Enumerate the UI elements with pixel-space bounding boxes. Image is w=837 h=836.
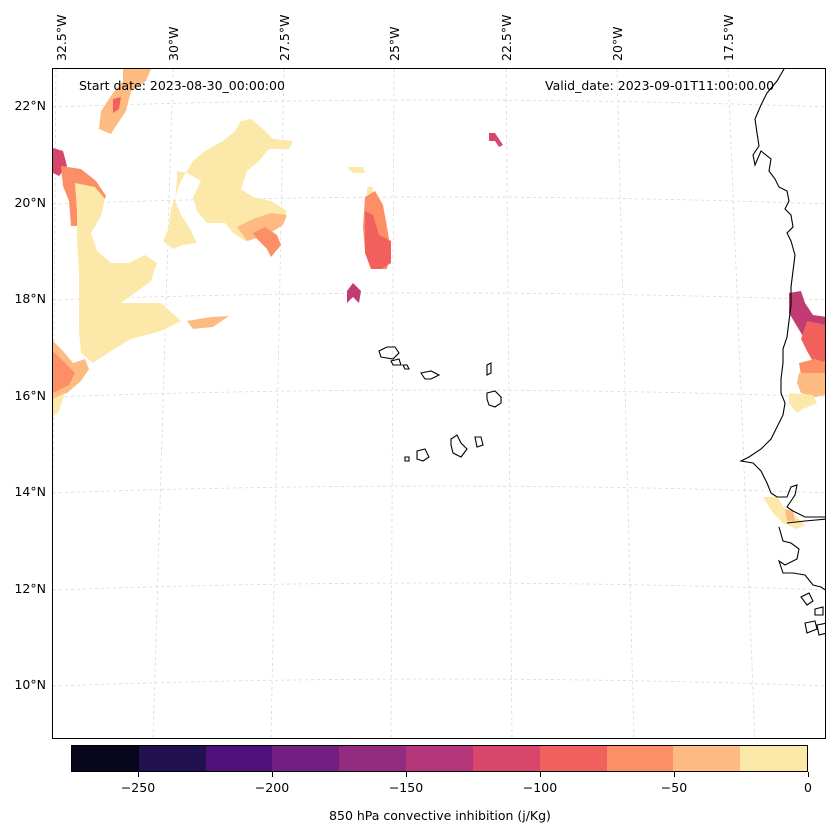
colorbar-tick-label: −50 — [660, 780, 688, 795]
cin-right-yellow — [789, 393, 817, 413]
parallel-12n — [53, 582, 825, 591]
cin-field — [53, 69, 825, 529]
map-panel — [52, 68, 826, 739]
sal-island — [486, 362, 492, 376]
colorbar-tick-label: −200 — [254, 780, 290, 795]
meridian-17-5w — [727, 69, 756, 738]
boavista-island — [486, 390, 502, 408]
colorbar-segment — [740, 746, 807, 771]
colorbar-tick — [807, 772, 809, 777]
graticule — [53, 69, 825, 738]
colorbar-tick-label: 0 — [804, 780, 812, 795]
colorbar-title: 850 hPa convective inhibition (j/Kg) — [329, 808, 551, 823]
colorbar-segment — [72, 746, 139, 771]
cin-left-yellow-main — [75, 183, 181, 363]
cin-center-magenta — [347, 283, 361, 303]
lon-label-27-5w: 27.5°W — [277, 14, 292, 61]
start-date-label: Start date: 2023-08-30_00:00:00 — [79, 78, 285, 93]
gambia-river — [786, 518, 825, 524]
west-africa-coast — [739, 69, 825, 518]
lat-label-14n: 14°N — [14, 484, 46, 499]
colorbar-segment — [138, 746, 206, 771]
colorbar-tick — [673, 772, 675, 777]
cin-left-light-patch — [187, 316, 229, 329]
lat-label-18n: 18°N — [14, 291, 46, 306]
cin-center-yellow-top — [347, 167, 365, 173]
cin-right-coral — [801, 321, 825, 365]
cin-top-left-light — [99, 69, 151, 134]
colorbar-tick — [405, 772, 407, 777]
lon-label-20w: 20°W — [610, 26, 625, 61]
lat-label-12n: 12°N — [14, 581, 46, 596]
colorbar-tick — [539, 772, 541, 777]
cin-top-right-coral — [489, 133, 503, 147]
colorbar-segment — [673, 746, 741, 771]
cin-mid-light — [237, 213, 287, 241]
cin-center-coral — [365, 211, 391, 269]
bijagos-islands — [800, 592, 825, 636]
lon-label-17-5w: 17.5°W — [721, 14, 736, 61]
cin-center-yellow-small — [367, 187, 373, 195]
santiago-island — [450, 434, 468, 458]
lat-label-20n: 20°N — [14, 195, 46, 210]
cin-top-left-coral — [113, 97, 121, 113]
parallel-16n — [53, 389, 825, 398]
colorbar — [71, 745, 808, 772]
meridian-22-5w — [505, 69, 513, 738]
meridian-27-5w — [270, 69, 285, 738]
parallel-10n — [53, 678, 825, 687]
colorbar-segment — [406, 746, 473, 771]
valid-date-label: Valid_date: 2023-09-01T11:00:00.00 — [545, 78, 775, 93]
meridian-30w — [152, 69, 174, 738]
lon-label-32-5w: 32.5°W — [54, 14, 69, 61]
lon-label-22-5w: 22.5°W — [499, 14, 514, 61]
colorbar-segment — [205, 746, 273, 771]
colorbar-tick — [137, 772, 139, 777]
colorbar-tick-label: −250 — [120, 780, 156, 795]
map-canvas — [53, 69, 825, 738]
lon-label-25w: 25°W — [387, 26, 402, 61]
parallel-14n — [53, 485, 825, 494]
cin-left-edge-yellow — [53, 393, 65, 417]
maio-island — [474, 436, 484, 448]
colorbar-segment — [272, 746, 340, 771]
parallel-20n — [53, 196, 825, 205]
lon-label-30w: 30°W — [166, 26, 181, 61]
meridian-25w — [390, 69, 395, 738]
lat-label-10n: 10°N — [14, 677, 46, 692]
coastline — [378, 69, 825, 636]
guinea-bissau-coast — [777, 526, 825, 591]
brava-island — [404, 456, 410, 462]
cin-mid-orange — [253, 227, 281, 257]
cin-senegal-light — [785, 509, 795, 521]
meridian-20w — [616, 69, 635, 738]
cin-right-light — [797, 373, 825, 397]
colorbar-tick — [271, 772, 273, 777]
cin-left-edge-orange — [53, 351, 75, 393]
lat-label-16n: 16°N — [14, 388, 46, 403]
santo-antao-island — [378, 346, 400, 360]
parallel-18n — [53, 292, 825, 301]
lat-label-22n: 22°N — [14, 98, 46, 113]
colorbar-tick-label: −150 — [388, 780, 424, 795]
colorbar-segment — [539, 746, 607, 771]
colorbar-segment — [339, 746, 407, 771]
colorbar-segment — [606, 746, 674, 771]
cin-senegal-yellow — [763, 497, 805, 529]
colorbar-tick-label: −100 — [522, 780, 558, 795]
parallel-22n — [53, 99, 825, 108]
fogo-island — [416, 448, 430, 462]
santa-luzia-islet — [402, 364, 410, 370]
colorbar-segment — [472, 746, 540, 771]
sao-vicente-island — [390, 358, 402, 366]
sao-nicolau-island — [420, 370, 441, 380]
